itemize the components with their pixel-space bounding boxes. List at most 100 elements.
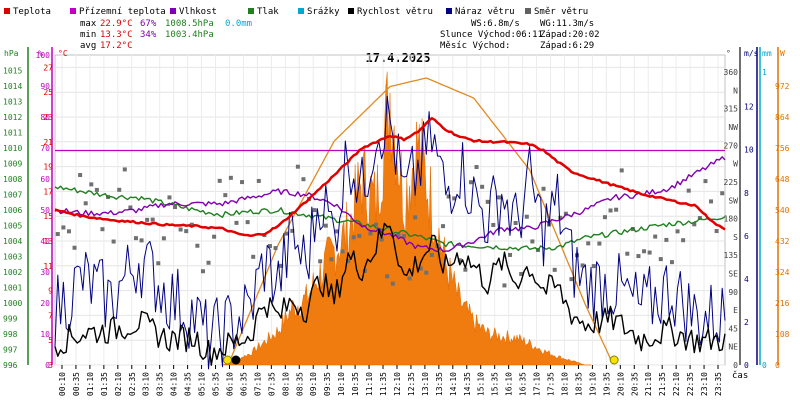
axis-unit-label: W: [780, 49, 785, 58]
wind-direction-point: [602, 215, 607, 220]
direction-axis-tick-label: NE: [728, 343, 738, 352]
celsius-axis-tick-label: 11: [43, 262, 53, 271]
wind-direction-point: [240, 180, 245, 185]
celsius-axis-tick-label: 9: [48, 287, 53, 296]
wind-direction-point: [279, 263, 284, 268]
x-tick-label: 22:35: [686, 372, 695, 396]
x-tick-label: 14:35: [463, 372, 472, 396]
axis-unit-label: °C: [58, 49, 68, 58]
wind-direction-point: [351, 235, 356, 240]
wind-direction-point: [295, 164, 300, 169]
wind-direction-point: [508, 252, 513, 257]
wm2-axis-tick-label: 972: [775, 82, 790, 91]
legend-label: Směr větru: [534, 7, 588, 17]
legend-label: Náraz větru: [455, 7, 515, 17]
theoretical-radiation-line: [227, 77, 612, 366]
ms-axis-tick-label: 2: [744, 318, 749, 327]
temperature-line: [54, 117, 726, 238]
wind-direction-point: [100, 227, 105, 232]
celsius-axis-tick-label: 13: [43, 237, 53, 246]
legend-swatch: [525, 8, 531, 14]
wind-direction-point: [608, 208, 613, 213]
legend-item: Rychlost větru: [348, 7, 433, 17]
wind-direction-point: [441, 224, 446, 229]
wind-direction-point: [709, 199, 714, 204]
direction-axis-tick-label: W: [733, 160, 738, 169]
legend-label: Tlak: [257, 7, 279, 17]
x-tick-label: 03:10: [142, 372, 151, 396]
wind-direction-point: [251, 254, 256, 259]
wind-direction-point: [390, 281, 395, 286]
hpa-axis-tick-label: 1002: [3, 268, 22, 277]
wind-direction-point: [647, 250, 652, 255]
ms-axis-tick-label: 12: [744, 103, 754, 112]
wind-direction-point: [55, 232, 60, 237]
x-tick-label: 05:10: [198, 372, 207, 396]
wind-direction-point: [228, 175, 233, 180]
wind-direction-point: [468, 180, 473, 185]
x-tick-label: 23:10: [700, 372, 709, 396]
percent-axis-tick-label: 20: [40, 299, 50, 308]
chart-title: 17.4.2025: [365, 51, 430, 65]
wind-direction-point: [485, 199, 490, 204]
wind-direction-point: [457, 258, 462, 263]
ms-axis-tick-label: 6: [744, 232, 749, 241]
wind-direction-point: [139, 238, 144, 243]
wind-direction-point: [374, 222, 379, 227]
sunset-text: Západ:20:02: [540, 30, 600, 40]
wind-direction-point: [491, 222, 496, 227]
x-tick-label: 02:10: [114, 372, 123, 396]
wind-direction-point: [256, 178, 261, 183]
wind-direction-point: [94, 187, 99, 192]
wind-direction-point: [681, 238, 686, 243]
celsius-axis-tick-label: 7: [48, 311, 53, 320]
x-tick-label: 13:35: [435, 372, 444, 396]
hpa-axis-tick-label: 1003: [3, 253, 22, 262]
ms-axis-tick-label: 0: [744, 361, 749, 370]
x-tick-label: 12:10: [393, 372, 402, 396]
wm2-axis-tick-label: 324: [775, 268, 790, 277]
wm2-axis-tick-label: 756: [775, 144, 790, 153]
wind-direction-point: [530, 239, 535, 244]
percent-axis-tick-label: 50: [40, 206, 50, 215]
x-tick-label: 07:10: [253, 372, 262, 396]
axis-unit-label: hPa: [4, 49, 19, 58]
wind-direction-point: [669, 260, 674, 265]
axis-unit-label: °: [726, 49, 731, 58]
wind-direction-point: [156, 261, 161, 266]
wind-direction-point: [653, 234, 658, 239]
wind-direction-point: [385, 274, 390, 279]
x-tick-label: 15:10: [477, 372, 486, 396]
wind-direction-point: [720, 191, 725, 196]
ms-axis-tick-label: 8: [744, 189, 749, 198]
x-tick-label: 21:35: [658, 372, 667, 396]
direction-axis-tick-label: 135: [724, 251, 739, 260]
wind-direction-point: [195, 243, 200, 248]
x-tick-label: 07:35: [267, 372, 276, 396]
direction-axis-tick-label: S: [733, 233, 738, 242]
sunset-marker: [609, 355, 619, 365]
direction-axis-tick-label: NW: [728, 123, 738, 132]
wind-direction-point: [117, 187, 122, 192]
legend-item: Teplota: [4, 7, 51, 17]
wind-direction-point: [245, 220, 250, 225]
wind-direction-point: [234, 220, 239, 225]
x-tick-label: 09:35: [323, 372, 332, 396]
wind-direction-point: [340, 249, 345, 254]
direction-axis-tick-label: 360: [724, 68, 739, 77]
x-tick-label: 00:10: [58, 372, 67, 396]
wind-direction-point: [496, 195, 501, 200]
direction-axis-tick-label: 315: [724, 105, 739, 114]
wind-direction-point: [178, 227, 183, 232]
x-tick-label: 11:35: [379, 372, 388, 396]
wind-direction-point: [703, 179, 708, 184]
hpa-axis-tick-label: 1008: [3, 175, 22, 184]
celsius-axis-tick-label: 15: [43, 212, 53, 221]
stats-max-hum: 67%: [140, 19, 157, 29]
solar-layer: [222, 71, 612, 366]
x-tick-label: 12:35: [407, 372, 416, 396]
x-tick-label: 00:35: [72, 372, 81, 396]
hpa-axis-tick-label: 1006: [3, 206, 22, 215]
wind-direction-point: [541, 186, 546, 191]
